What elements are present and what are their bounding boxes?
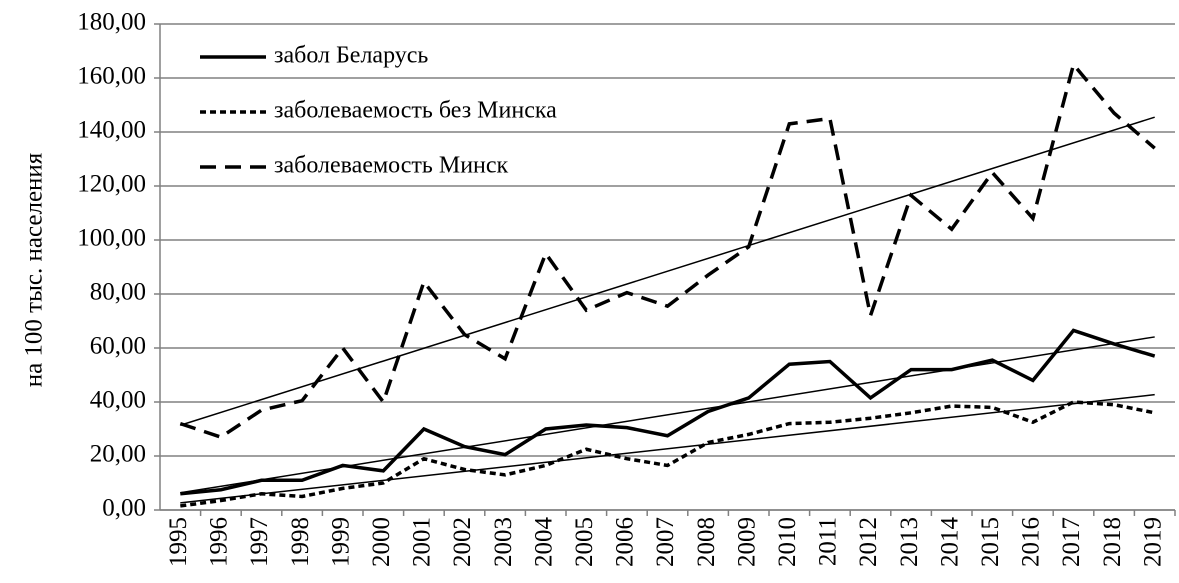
x-tick-label: 1999	[327, 517, 354, 567]
y-tick-label: 100,00	[77, 225, 146, 252]
x-tick-label: 2006	[612, 517, 639, 567]
x-tick-label: 2014	[936, 517, 963, 568]
y-tick-label: 20,00	[90, 441, 146, 468]
x-tick-label: 2000	[368, 517, 395, 567]
x-tick-label: 2005	[571, 517, 598, 567]
y-tick-label: 160,00	[77, 63, 146, 90]
x-tick-label: 1996	[206, 517, 233, 567]
x-tick-label: 2008	[693, 517, 720, 567]
x-tick-label: 2012	[855, 517, 882, 567]
x-tick-label: 2017	[1058, 517, 1085, 567]
x-tick-label: 2003	[490, 517, 517, 567]
x-tick-label: 1995	[165, 517, 192, 567]
y-tick-label: 140,00	[77, 117, 146, 144]
legend-label: заболеваемость без Минска	[274, 98, 557, 124]
trend-line	[180, 336, 1155, 494]
trend-line	[180, 116, 1155, 426]
x-tick-label: 2010	[774, 517, 801, 567]
x-tick-label: 2016	[1018, 517, 1045, 567]
x-tick-label: 2009	[733, 517, 760, 567]
x-tick-label: 1997	[246, 517, 273, 567]
x-tick-label: 2019	[1139, 517, 1166, 567]
trend-line	[180, 393, 1155, 504]
x-tick-label: 2015	[977, 517, 1004, 567]
y-tick-label: 40,00	[90, 387, 146, 414]
series-line	[180, 400, 1156, 508]
x-tick-label: 2013	[896, 517, 923, 567]
y-tick-label: 60,00	[90, 333, 146, 360]
y-tick-label: 80,00	[90, 279, 146, 306]
x-tick-label: 2001	[409, 517, 436, 567]
series-line	[179, 60, 1156, 440]
x-tick-label: 2018	[1099, 517, 1126, 567]
y-tick-label: 120,00	[77, 171, 146, 198]
x-tick-label: 2011	[815, 517, 842, 566]
legend-label: забол Беларусь	[274, 43, 428, 69]
series-line	[180, 328, 1156, 496]
x-tick-label: 2007	[652, 517, 679, 567]
y-tick-label: 180,00	[77, 9, 146, 36]
y-axis-title: на 100 тыс. населения	[21, 152, 48, 387]
legend-label: заболеваемость Минск	[274, 153, 509, 179]
x-tick-label: 2002	[449, 517, 476, 567]
y-tick-label: 0,00	[102, 495, 146, 522]
x-tick-label: 2004	[530, 517, 557, 568]
x-tick-label: 1998	[287, 517, 314, 567]
